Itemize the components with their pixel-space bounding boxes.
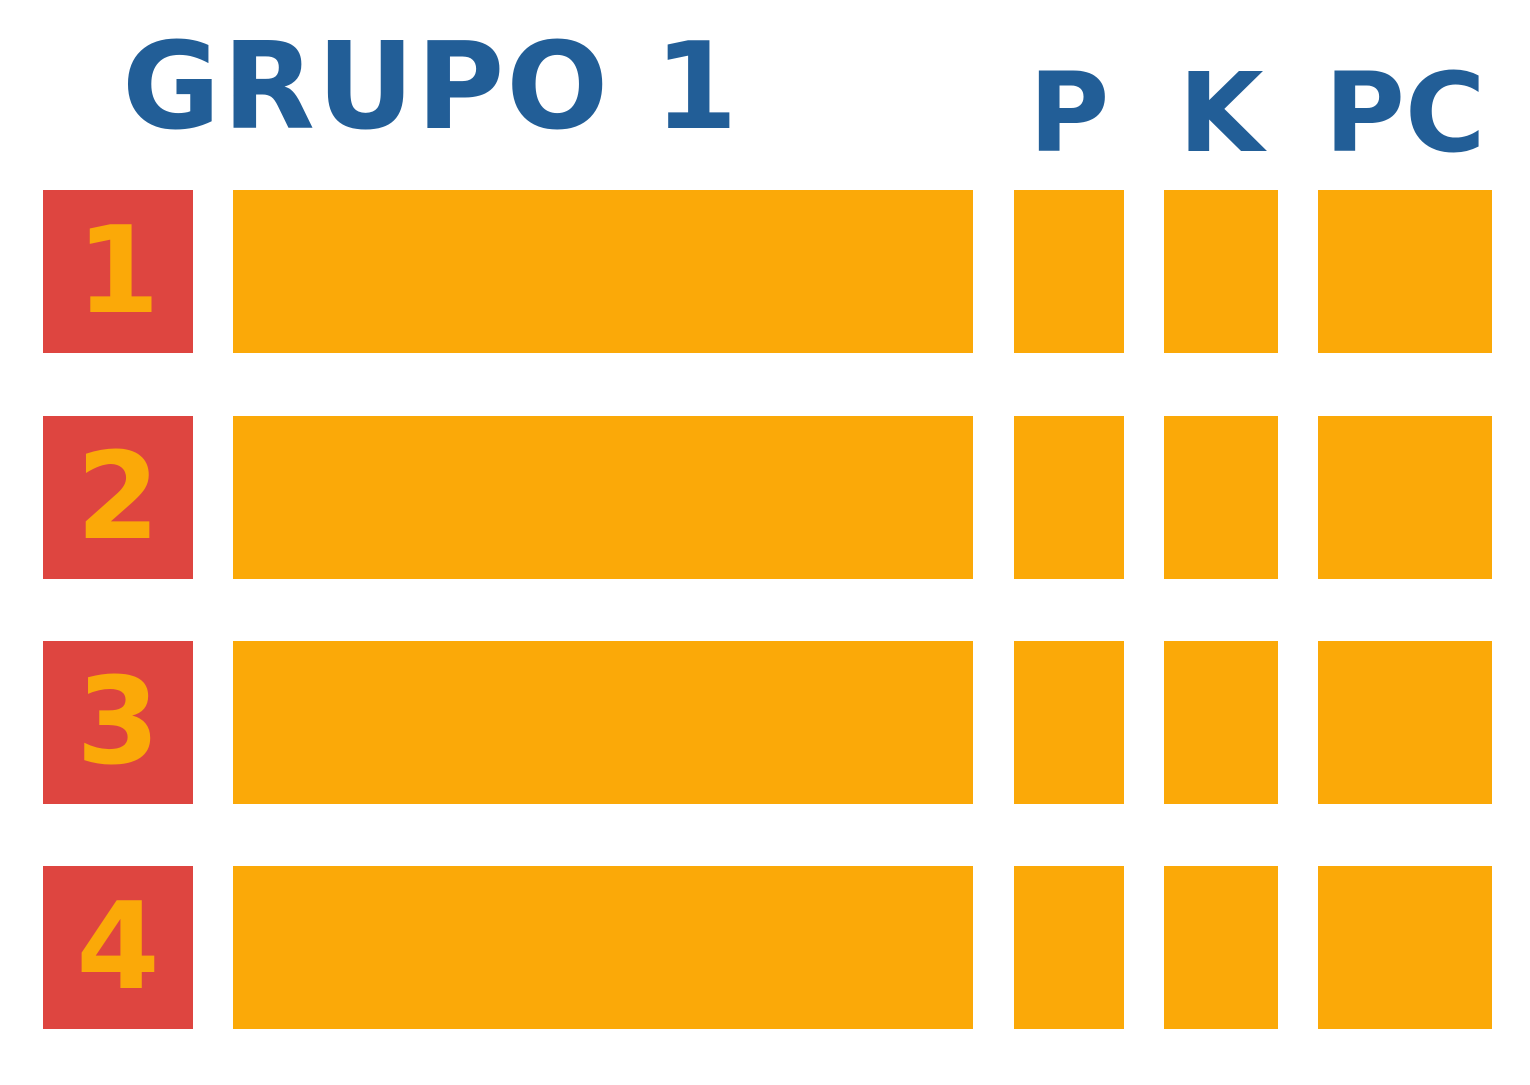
- page-title: GRUPO 1: [122, 18, 740, 157]
- row-2-k-cell[interactable]: [1164, 416, 1278, 579]
- row-1-pc-cell[interactable]: [1318, 190, 1492, 353]
- row-3-pc-cell[interactable]: [1318, 641, 1492, 804]
- row-3-k-cell[interactable]: [1164, 641, 1278, 804]
- row-1-p-cell[interactable]: [1014, 190, 1124, 353]
- row-1-name-cell[interactable]: [233, 190, 973, 353]
- row-1-k-cell[interactable]: [1164, 190, 1278, 353]
- row-number-1: 1: [43, 190, 193, 353]
- column-header-pc: PC: [1324, 49, 1486, 177]
- row-3-p-cell[interactable]: [1014, 641, 1124, 804]
- row-4-k-cell[interactable]: [1164, 866, 1278, 1029]
- row-2-name-cell[interactable]: [233, 416, 973, 579]
- row-2-pc-cell[interactable]: [1318, 416, 1492, 579]
- column-header-k: K: [1178, 49, 1264, 177]
- row-4-p-cell[interactable]: [1014, 866, 1124, 1029]
- row-number-4: 4: [43, 866, 193, 1029]
- row-4-pc-cell[interactable]: [1318, 866, 1492, 1029]
- row-number-3: 3: [43, 641, 193, 804]
- row-2-p-cell[interactable]: [1014, 416, 1124, 579]
- column-header-p: P: [1028, 49, 1110, 177]
- row-number-2: 2: [43, 416, 193, 579]
- row-3-name-cell[interactable]: [233, 641, 973, 804]
- row-4-name-cell[interactable]: [233, 866, 973, 1029]
